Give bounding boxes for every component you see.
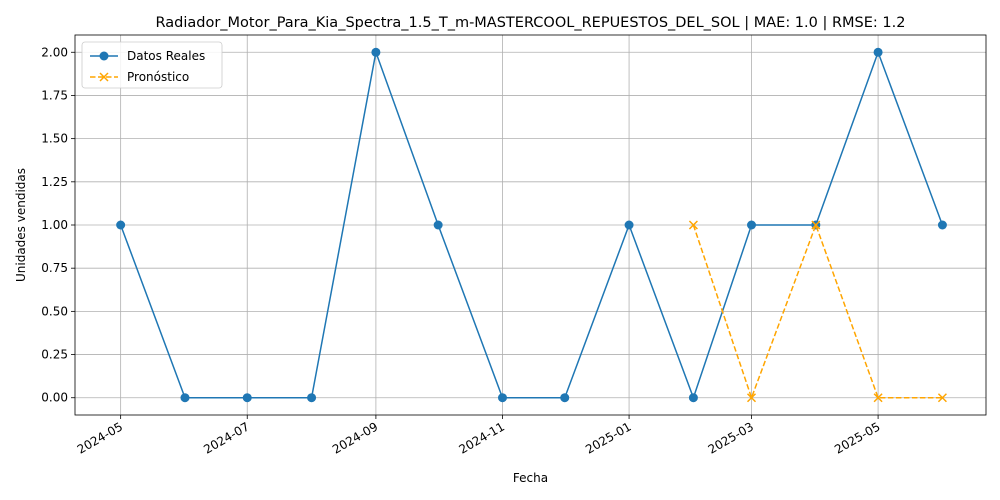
y-axis: 0.00 0.25 0.50 0.75 1.00 1.25 1.50 1.75 2.00 <box>41 45 75 405</box>
legend-label: Datos Reales <box>127 49 205 63</box>
y-tick-label: 1.50 <box>41 132 68 146</box>
x-axis: 2024-05 2024-07 2024-09 2024-11 2025-01 2025-… <box>75 415 883 457</box>
data-point <box>873 393 883 403</box>
data-point <box>560 393 570 403</box>
series-line <box>692 222 943 400</box>
data-point <box>433 220 443 230</box>
data-point <box>746 393 757 403</box>
x-tick-label: 2024-09 <box>330 419 380 456</box>
legend-label: Pronóstico <box>127 70 189 84</box>
x-tick-label: 2024-05 <box>75 419 125 456</box>
data-point <box>180 393 190 403</box>
data-point <box>116 220 126 230</box>
y-tick-label: 0.75 <box>41 261 68 275</box>
legend-item: Datos Reales <box>90 49 205 63</box>
data-point <box>688 393 698 403</box>
data-point <box>688 220 698 230</box>
legend: Datos Reales Pronóstico <box>81 41 223 89</box>
data-point <box>811 220 821 230</box>
chart-title: Radiador_Motor_Para_Kia_Spectra_1.5_T_m-… <box>156 15 906 31</box>
data-point <box>242 393 252 403</box>
y-tick-label: 0.00 <box>41 391 68 405</box>
x-tick-label: 2025-01 <box>583 419 633 456</box>
data-point <box>371 47 381 57</box>
series-line <box>119 49 944 400</box>
x-tick-label: 2025-05 <box>832 419 882 456</box>
x-tick-label: 2024-07 <box>201 419 251 456</box>
data-point <box>307 393 317 403</box>
data-point <box>937 220 947 230</box>
y-tick-label: 1.75 <box>41 88 68 102</box>
data-point <box>873 47 883 57</box>
x-axis-label: Fecha <box>513 471 548 485</box>
data-point <box>624 220 634 230</box>
y-tick-label: 0.50 <box>41 304 68 318</box>
y-tick-label: 1.25 <box>41 175 68 189</box>
data-point <box>497 393 507 403</box>
y-tick-label: 2.00 <box>41 45 68 59</box>
y-axis-label: Unidades vendidas <box>14 168 28 282</box>
legend-marker <box>99 51 109 61</box>
data-point <box>937 393 947 403</box>
grid <box>75 35 986 415</box>
y-tick-label: 1.00 <box>41 218 68 232</box>
data-point <box>747 220 757 230</box>
series-layer <box>116 47 947 403</box>
x-tick-label: 2024-11 <box>457 419 507 456</box>
series-forecast <box>688 220 947 403</box>
x-tick-label: 2025-03 <box>706 419 756 456</box>
series-actual <box>116 47 947 403</box>
y-tick-label: 0.25 <box>41 348 68 362</box>
legend-marker <box>99 72 109 82</box>
legend-item: Pronóstico <box>90 70 189 84</box>
